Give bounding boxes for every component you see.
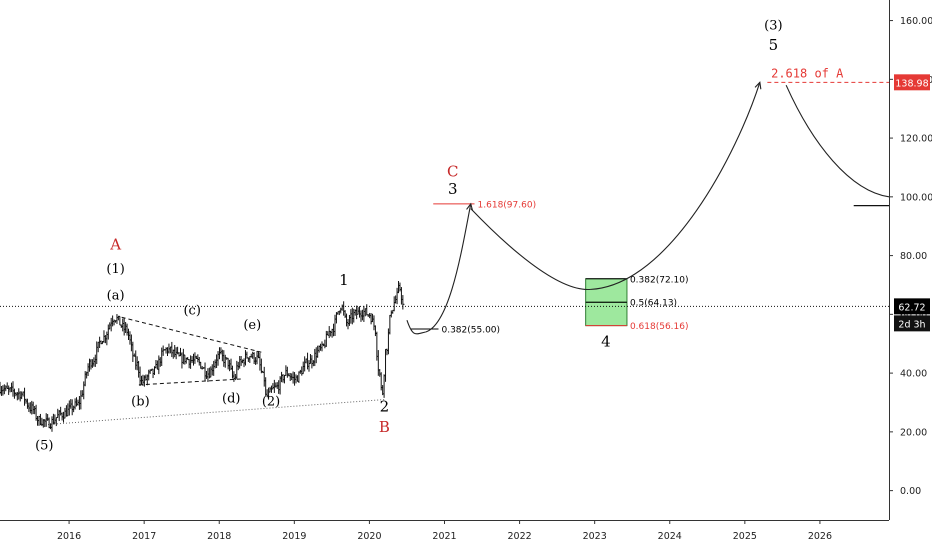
x-tick-label: 2022	[507, 531, 531, 542]
projection-arrowhead	[754, 81, 762, 90]
y-tick-label: 100.00	[900, 192, 932, 203]
x-tick-label: 2019	[282, 531, 306, 542]
countdown-tag	[894, 315, 930, 332]
x-tick-label: 2025	[733, 531, 757, 542]
target-price-tag-label: 138.98	[895, 78, 928, 89]
projection-arrowhead	[466, 202, 474, 211]
triangle-lower-line	[138, 378, 242, 386]
wave-label: (a)	[107, 289, 125, 304]
y-tick-label: 40.00	[900, 369, 927, 380]
x-tick-label: 2021	[432, 531, 456, 542]
target-price-tag	[894, 74, 930, 91]
price-scale-background	[889, 0, 932, 550]
level-label: 0.382(55.00)	[441, 326, 500, 336]
y-tick-label: 0.00	[900, 486, 921, 497]
level-label: 2.618 of A	[771, 66, 844, 80]
last-price-tag	[894, 298, 930, 315]
base-trend-line	[48, 399, 385, 426]
wave-label: (c)	[183, 303, 200, 318]
x-tick-label: 2024	[658, 531, 682, 542]
projection-path	[406, 320, 426, 335]
y-tick-label: 20.00	[900, 427, 927, 438]
x-tick-label: 2023	[583, 531, 607, 542]
countdown-tag-label: 2d 3h	[898, 319, 925, 330]
wave-label: (3)	[764, 18, 782, 33]
wave-label: 2	[380, 397, 390, 415]
x-tick-label: 2016	[57, 531, 81, 542]
x-tick-label: 2017	[132, 531, 156, 542]
level-label: 0.5(64.13)	[630, 299, 677, 309]
x-tick-label: 2018	[207, 531, 231, 542]
wave-label: (e)	[243, 318, 261, 333]
wave-label: 5	[769, 36, 779, 54]
wave-label: B	[379, 418, 390, 436]
wave-label: 1	[339, 271, 349, 289]
triangle-upper-line	[121, 316, 263, 354]
y-tick-label: 80.00	[900, 251, 927, 262]
projection-path	[590, 82, 761, 290]
wave-label: (b)	[131, 394, 149, 409]
wave-label: (5)	[35, 438, 53, 453]
wave-label: (1)	[106, 262, 124, 277]
wave-label: (d)	[222, 391, 240, 406]
x-tick-label: 2020	[357, 531, 381, 542]
level-label: 1.618(97.60)	[478, 200, 537, 210]
level-label: 0.382(72.10)	[630, 275, 689, 285]
projection-path	[470, 208, 591, 290]
wave-label: A	[109, 236, 121, 254]
y-tick-label: 120.00	[900, 134, 932, 145]
projection-path	[425, 203, 472, 333]
wave-label: 4	[601, 333, 611, 351]
y-tick-label: 60.00	[900, 310, 927, 321]
wave-label: 3	[448, 180, 458, 198]
y-tick-label: 160.00	[900, 16, 932, 27]
projection-path	[785, 84, 890, 198]
last-price-tag-label: 62.72	[898, 302, 925, 313]
level-label: 0.618(56.16)	[630, 322, 689, 332]
wave-label: (2)	[262, 394, 280, 409]
x-tick-label: 2026	[808, 531, 832, 542]
wave-label: C	[447, 162, 458, 180]
